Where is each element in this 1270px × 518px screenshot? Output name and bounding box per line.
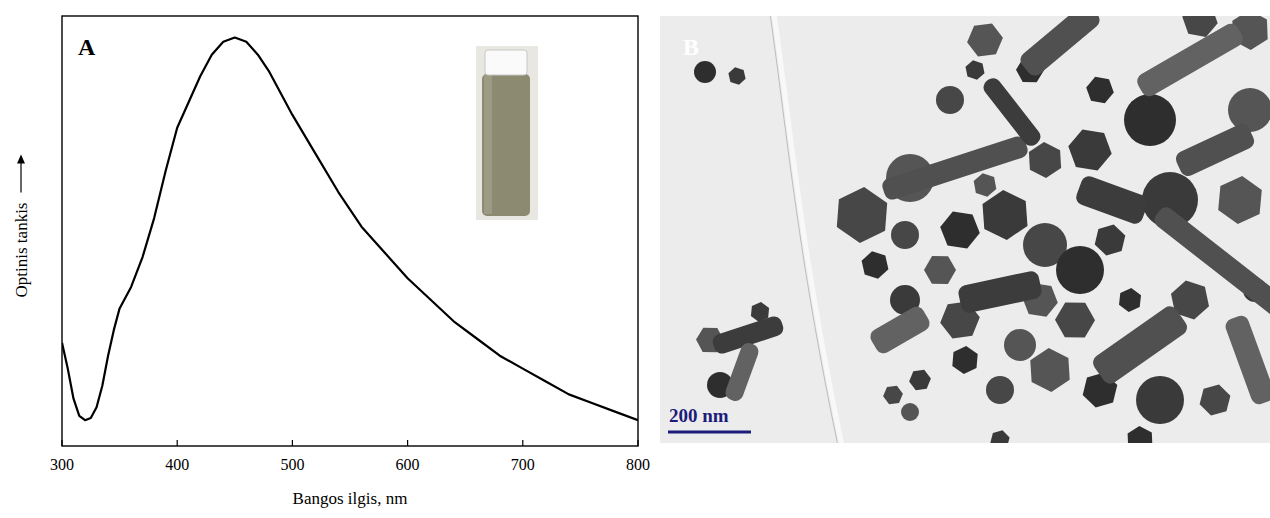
nanorod bbox=[957, 270, 1043, 314]
particle bbox=[936, 86, 964, 114]
particle bbox=[901, 403, 919, 421]
particle bbox=[1218, 176, 1262, 224]
particle bbox=[1095, 224, 1126, 255]
particle bbox=[909, 370, 931, 390]
x-tick bbox=[522, 440, 523, 446]
x-tick-label: 600 bbox=[396, 456, 420, 473]
vial-shine bbox=[484, 74, 492, 214]
nanorod bbox=[1223, 314, 1270, 407]
particle bbox=[694, 61, 716, 83]
y-axis-title: Optinis tankis bbox=[12, 203, 31, 298]
particle bbox=[924, 256, 956, 284]
vial-cap bbox=[485, 50, 527, 75]
particle bbox=[862, 251, 889, 278]
scale-bar bbox=[668, 431, 751, 434]
particle bbox=[1030, 348, 1069, 392]
particle bbox=[1068, 129, 1111, 170]
particle bbox=[983, 190, 1028, 240]
x-tick bbox=[177, 440, 178, 446]
particle bbox=[952, 346, 977, 374]
x-tick-label: 500 bbox=[280, 456, 304, 473]
particle bbox=[1055, 303, 1095, 338]
particle bbox=[1136, 376, 1184, 424]
particle bbox=[891, 221, 919, 249]
x-tick bbox=[407, 440, 408, 446]
particle bbox=[1228, 88, 1270, 132]
nanorod bbox=[1173, 121, 1256, 178]
scale-bar-label: 200 nm bbox=[669, 405, 729, 426]
plot-area bbox=[62, 38, 638, 421]
nanorod bbox=[1074, 174, 1150, 226]
nanorod bbox=[1017, 16, 1103, 79]
nanorod bbox=[1134, 21, 1246, 99]
x-tick-label: 800 bbox=[626, 456, 650, 473]
figure: 300 400 500 600 700 800 Bangos ilgis, nm Optini… bbox=[0, 0, 1270, 518]
particle bbox=[883, 386, 903, 404]
particle bbox=[1029, 142, 1061, 178]
spectrum-line bbox=[62, 38, 638, 421]
particle bbox=[1200, 385, 1231, 416]
plot-frame bbox=[62, 16, 638, 446]
x-tick-label: 300 bbox=[50, 456, 74, 473]
vial-body bbox=[482, 74, 530, 216]
particle bbox=[990, 430, 1009, 443]
x-axis: 300 400 500 600 700 800 bbox=[50, 440, 650, 473]
particle bbox=[1119, 288, 1141, 312]
nanorod bbox=[880, 134, 1029, 201]
particle bbox=[1086, 77, 1114, 103]
grid-edge bbox=[772, 16, 845, 443]
panel-letter: B bbox=[683, 34, 699, 60]
particle bbox=[966, 60, 985, 80]
particle bbox=[986, 376, 1014, 404]
panel-letter: A bbox=[78, 34, 96, 60]
nanorod bbox=[868, 304, 933, 357]
particle bbox=[974, 173, 997, 197]
y-arrow-head bbox=[17, 155, 25, 164]
particle bbox=[1128, 426, 1153, 443]
nanorod bbox=[1090, 303, 1190, 387]
particle bbox=[1124, 94, 1176, 146]
y-arrow bbox=[20, 161, 21, 193]
particle bbox=[1056, 246, 1104, 294]
particle bbox=[1004, 329, 1036, 361]
inset-photo bbox=[476, 46, 538, 220]
x-tick-label: 700 bbox=[511, 456, 535, 473]
x-axis-title: Bangos ilgis, nm bbox=[293, 489, 408, 508]
particle bbox=[967, 23, 1003, 56]
particle bbox=[837, 187, 887, 243]
particle bbox=[728, 67, 745, 85]
nanorod bbox=[980, 75, 1043, 149]
grid-edge bbox=[768, 16, 841, 443]
particle bbox=[940, 211, 980, 248]
x-tick-label: 400 bbox=[165, 456, 189, 473]
x-tick bbox=[292, 440, 293, 446]
tem-image bbox=[660, 16, 1270, 443]
nanorod bbox=[723, 341, 760, 404]
